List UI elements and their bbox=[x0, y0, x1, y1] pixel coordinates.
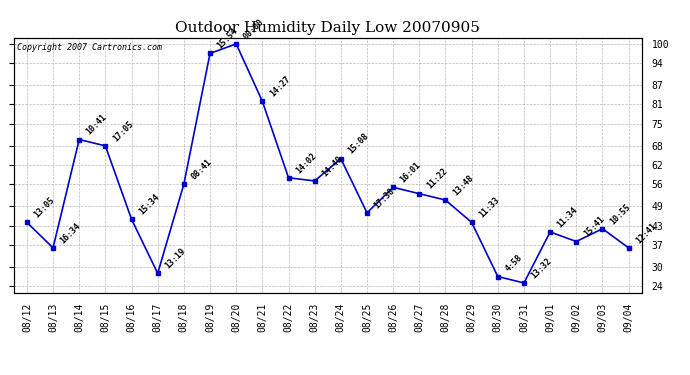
Text: 12:41: 12:41 bbox=[634, 221, 658, 245]
Title: Outdoor Humidity Daily Low 20070905: Outdoor Humidity Daily Low 20070905 bbox=[175, 21, 480, 35]
Text: Copyright 2007 Cartronics.com: Copyright 2007 Cartronics.com bbox=[17, 43, 162, 52]
Text: 13:48: 13:48 bbox=[451, 173, 475, 197]
Text: 16:34: 16:34 bbox=[59, 221, 83, 245]
Text: 17:30: 17:30 bbox=[373, 186, 397, 210]
Text: 10:55: 10:55 bbox=[608, 202, 632, 226]
Text: 16:01: 16:01 bbox=[399, 160, 423, 184]
Text: 08:41: 08:41 bbox=[190, 157, 213, 182]
Text: 11:22: 11:22 bbox=[425, 167, 449, 191]
Text: 00:00: 00:00 bbox=[241, 17, 266, 41]
Text: 13:19: 13:19 bbox=[164, 246, 187, 271]
Text: 15:08: 15:08 bbox=[346, 132, 371, 156]
Text: 15:54: 15:54 bbox=[215, 27, 239, 51]
Text: 15:34: 15:34 bbox=[137, 192, 161, 216]
Text: 13:05: 13:05 bbox=[32, 195, 57, 220]
Text: 15:41: 15:41 bbox=[582, 214, 606, 239]
Text: 17:05: 17:05 bbox=[111, 119, 135, 143]
Text: 14:40: 14:40 bbox=[320, 154, 344, 178]
Text: 13:32: 13:32 bbox=[529, 256, 553, 280]
Text: 10:41: 10:41 bbox=[85, 112, 109, 137]
Text: 11:34: 11:34 bbox=[555, 205, 580, 229]
Text: 14:02: 14:02 bbox=[294, 151, 318, 175]
Text: 14:27: 14:27 bbox=[268, 74, 292, 99]
Text: 4:58: 4:58 bbox=[504, 253, 524, 274]
Text: 11:33: 11:33 bbox=[477, 195, 501, 220]
